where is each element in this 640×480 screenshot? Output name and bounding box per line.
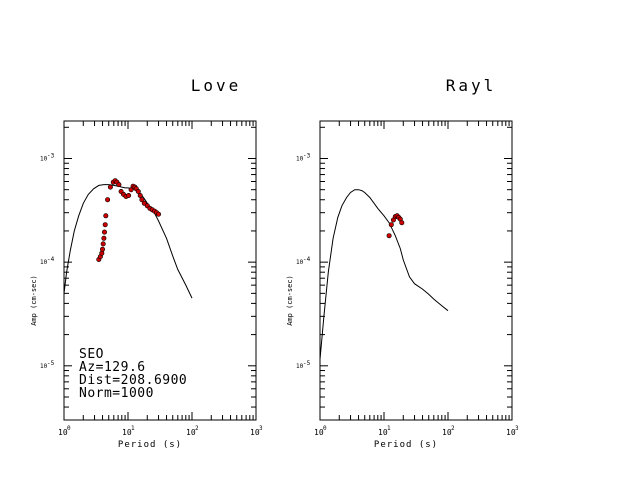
x-tick-exponent: 3 [515, 425, 519, 432]
observed-point [102, 222, 108, 228]
y-tick-label: 10 [296, 363, 304, 370]
y-tick-label: 10 [296, 259, 304, 266]
x-tick-exponent: 0 [67, 425, 71, 432]
observed-point [386, 233, 392, 239]
x-tick-label: 10 [186, 428, 196, 437]
observed-point [105, 197, 111, 203]
observed-point [126, 193, 132, 199]
x-tick-exponent: 2 [195, 425, 199, 432]
x-tick-label: 10 [122, 428, 132, 437]
x-tick-label: 10 [378, 428, 388, 437]
y-tick-exponent: -3 [303, 152, 311, 159]
y-axis-ticks [320, 126, 512, 421]
observed-point [399, 220, 405, 226]
x-tick-label: 10 [442, 428, 452, 437]
model-curve [319, 189, 449, 360]
y-tick-exponent: -4 [47, 256, 55, 263]
station-name: SEO [79, 347, 104, 362]
x-tick-exponent: 2 [451, 425, 455, 432]
observed-point [101, 235, 107, 241]
x-axis-ticks [319, 121, 513, 420]
distance-label: Dist=208.6900 [79, 373, 187, 388]
x-tick-label: 10 [250, 428, 260, 437]
plot-frame [63, 120, 257, 421]
norm-label: Norm=1000 [79, 386, 154, 401]
observed-point [116, 182, 122, 188]
observed-point [100, 241, 106, 247]
x-tick-exponent: 0 [323, 425, 327, 432]
y-tick-exponent: -3 [47, 152, 55, 159]
y-axis-label: Amp (cm-sec) [286, 275, 294, 326]
observed-point [156, 211, 162, 217]
observed-point [388, 222, 394, 228]
observed-point [100, 246, 106, 252]
x-tick-exponent: 1 [131, 425, 135, 432]
x-axis-ticks [63, 121, 257, 420]
x-tick-label: 10 [506, 428, 516, 437]
observed-point [135, 189, 141, 195]
observed-point [107, 184, 113, 190]
y-axis-label: Amp (cm-sec) [30, 275, 38, 326]
y-axis-ticks [64, 126, 256, 421]
observed-point [137, 193, 143, 199]
y-tick-label: 10 [296, 155, 304, 162]
plot-frame [319, 120, 513, 421]
observed-point [102, 229, 108, 235]
x-tick-exponent: 3 [259, 425, 263, 432]
rayl-panel-title: Rayl [446, 76, 497, 95]
y-tick-exponent: -5 [303, 360, 311, 367]
x-tick-label: 10 [58, 428, 68, 437]
station-annotation: SEO Az=129.6 Dist=208.6900 Norm=1000 [79, 347, 187, 401]
azimuth-label: Az=129.6 [79, 360, 146, 375]
love-panel-title: Love [191, 76, 242, 95]
x-axis-label: Period (s) [118, 440, 182, 450]
x-axis-label: Period (s) [374, 440, 438, 450]
x-tick-label: 10 [314, 428, 324, 437]
y-tick-exponent: -5 [47, 360, 55, 367]
y-tick-label: 10 [40, 155, 48, 162]
y-tick-exponent: -4 [303, 256, 311, 263]
observed-point [139, 197, 145, 203]
x-tick-exponent: 1 [387, 425, 391, 432]
y-tick-label: 10 [40, 363, 48, 370]
y-tick-label: 10 [40, 259, 48, 266]
observed-point [103, 213, 109, 219]
model-curve [63, 184, 193, 299]
